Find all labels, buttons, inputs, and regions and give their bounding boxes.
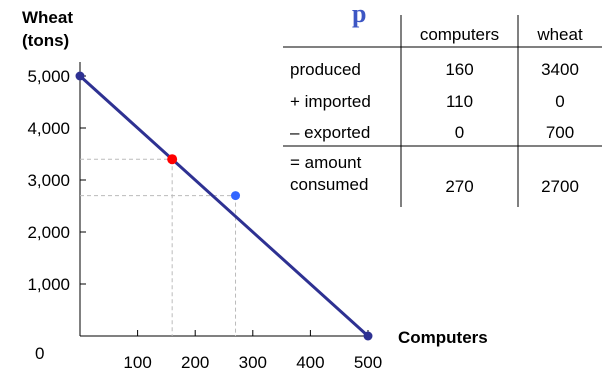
x-axis-title: Computers: [398, 328, 488, 347]
table-value-cell: 0: [555, 92, 564, 111]
y-tick-label: 4,000: [27, 119, 70, 138]
x-tick-label: 400: [296, 353, 324, 372]
y-tick-label: 5,000: [27, 67, 70, 86]
consumption-point: [231, 191, 241, 201]
trade-table: computers wheat produced 160 3400 + imported 1…: [283, 15, 602, 207]
table-row-label: produced: [290, 60, 361, 79]
frontier-endpoint-x: [363, 331, 373, 341]
y-tick-label: 1,000: [27, 275, 70, 294]
frontier-endpoint-y: [75, 71, 85, 81]
x-tick-label: 100: [123, 353, 151, 372]
table-value-cell: 700: [546, 123, 574, 142]
y-axis-title-line-1: Wheat: [22, 8, 73, 27]
y-axis-title-line-2: (tons): [22, 31, 69, 50]
table-row-label: – exported: [290, 123, 370, 142]
x-tick-label: 200: [181, 353, 209, 372]
table-value-cell: 160: [445, 60, 473, 79]
table-value-cell: 0: [455, 123, 464, 142]
y-axis-title: Wheat (tons): [22, 8, 78, 50]
table-value-cell: 2700: [541, 177, 579, 196]
table-header-cell: wheat: [536, 25, 583, 44]
y-tick-label: 3,000: [27, 171, 70, 190]
table-value-cell: 3400: [541, 60, 579, 79]
x-tick-label: 500: [354, 353, 382, 372]
production-point: [167, 154, 178, 165]
table-header-cell: computers: [420, 25, 499, 44]
table-row-label: = amount: [290, 153, 362, 172]
production-possibilities-line: [78, 74, 370, 338]
table-row-label: + imported: [290, 92, 371, 111]
y-tick-label: 2,000: [27, 223, 70, 242]
slide-title-fragment: p: [352, 0, 366, 28]
origin-label: 0: [35, 344, 44, 363]
x-tick-label: 300: [239, 353, 267, 372]
table-value-cell: 110: [446, 92, 473, 111]
table-value-cell: 270: [445, 177, 473, 196]
table-row-label: consumed: [290, 175, 368, 194]
